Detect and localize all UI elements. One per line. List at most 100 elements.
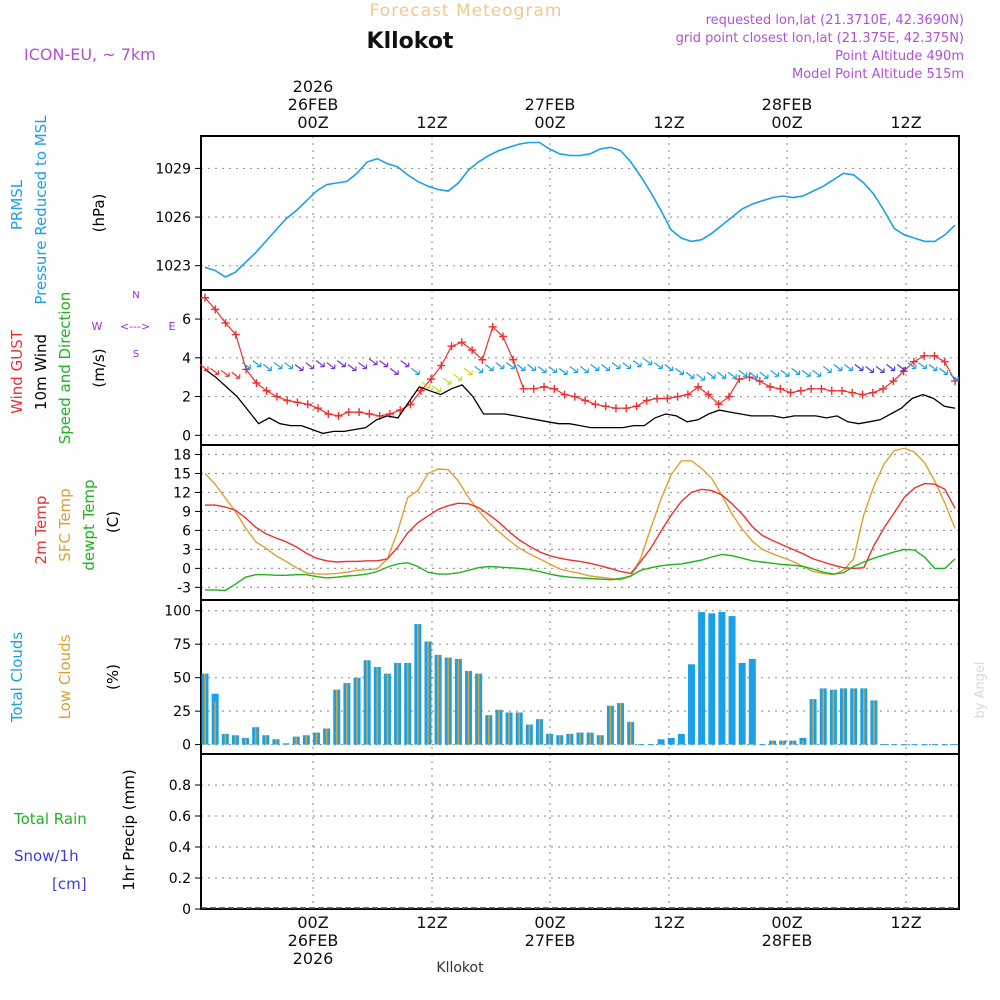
- wind-direction-arrow: [907, 362, 917, 370]
- gust-point: [837, 386, 846, 395]
- compass-s: S: [133, 349, 139, 360]
- low-cloud-bar: [305, 735, 308, 745]
- pressure-label: Pressure Reduced to MSL: [32, 115, 50, 305]
- low-cloud-bar: [518, 712, 520, 745]
- wind-ytick-label: 2: [182, 390, 191, 406]
- wind-line: [204, 368, 956, 435]
- wind-direction-arrow: [632, 360, 642, 368]
- temperature-ytick-label: 12: [173, 485, 191, 501]
- gust-point: [601, 402, 610, 411]
- temperature-ytick-label: -3: [177, 580, 191, 596]
- gust-point: [324, 410, 333, 418]
- gust-point: [827, 386, 836, 395]
- wind-direction-arrow: [949, 373, 959, 381]
- gust-point: [303, 400, 312, 409]
- low-cloud-bar: [862, 688, 865, 745]
- wind-direction-arrow: [886, 364, 896, 372]
- gust-point: [293, 398, 302, 407]
- temperature-ytick-label: 18: [173, 447, 191, 463]
- low-cloud-bar: [275, 739, 277, 745]
- temp2m-line: [205, 482, 956, 575]
- gust-point: [519, 384, 528, 393]
- precip-ytick-label: 0.2: [169, 871, 191, 887]
- precip-ytick-label: 0: [182, 902, 191, 918]
- gust-point: [570, 392, 579, 401]
- bottom-hour-label: 00Z: [534, 913, 565, 932]
- total-cloud-bar: [667, 737, 675, 745]
- wind-label: 10m Wind: [32, 334, 50, 410]
- wind-direction-arrow: [822, 365, 832, 374]
- wind-direction-arrow: [368, 358, 378, 366]
- wind-direction-arrow: [495, 362, 505, 370]
- top-hour-label: 00Z: [534, 113, 565, 132]
- total-cloud-bar: [728, 616, 736, 745]
- wind-direction-arrow: [685, 371, 695, 379]
- total-cloud-bar: [698, 612, 706, 745]
- gust-point: [714, 400, 723, 409]
- gust-point: [796, 386, 805, 395]
- wind-direction-arrow: [453, 373, 463, 381]
- low-cloud-bar: [457, 658, 460, 745]
- pressure-frame: [200, 135, 960, 291]
- temperature-ytick-label: 15: [173, 466, 191, 482]
- low-cloud-bar: [508, 712, 510, 745]
- total-cloud-bar: [748, 658, 756, 745]
- wind-direction-arrow: [463, 367, 473, 375]
- low-cloud-bar: [569, 733, 571, 745]
- wind-direction-arrow: [844, 364, 853, 372]
- gust-point: [498, 332, 507, 341]
- bottom-hour-label: 00Z: [771, 913, 802, 932]
- wind-direction-arrow: [601, 364, 611, 372]
- gust-point: [868, 388, 877, 397]
- wind-direction-arrow: [220, 369, 230, 377]
- low-cloud-bar: [214, 701, 216, 745]
- total-cloud-label: Total Clouds: [8, 632, 26, 724]
- prmsl-label: PRMSL: [8, 179, 26, 230]
- gust-point: [550, 384, 559, 393]
- wind-direction-arrow: [210, 367, 220, 375]
- wind-direction-arrow: [854, 364, 864, 372]
- product-title: Forecast Meteogram: [370, 1, 563, 21]
- low-cloud-bar: [234, 735, 237, 745]
- bottom-hour-label: 00Z: [297, 913, 328, 932]
- gust-point: [611, 404, 620, 413]
- wind-direction-arrow: [421, 381, 431, 389]
- gust-point: [529, 384, 538, 393]
- gust-point: [704, 390, 713, 399]
- gust-point: [262, 386, 271, 395]
- bottom-hour-label: 12Z: [416, 913, 447, 932]
- closest-coords: grid point closest lon,lat (21.375E, 42.…: [676, 31, 964, 46]
- low-cloud-bar: [609, 705, 612, 745]
- gust-point: [242, 365, 251, 374]
- gust-label: Wind GUST: [8, 329, 26, 414]
- wind-ytick-label: 4: [182, 351, 191, 367]
- clouds-ytick-label: 25: [173, 704, 191, 720]
- gust-point: [365, 410, 374, 418]
- pressure-unit: (hPa): [90, 194, 108, 233]
- wind-direction-arrow: [865, 365, 875, 374]
- low-cloud-bar: [437, 654, 439, 745]
- model-label: ICON-EU, ~ 7km: [24, 45, 156, 64]
- low-cloud-bar: [467, 670, 470, 745]
- compass-n: N: [132, 290, 139, 301]
- wind-direction-arrow: [717, 371, 727, 379]
- top-date-label: 27FEB: [525, 95, 576, 114]
- low-cloud-bar: [204, 673, 206, 745]
- wind-direction-arrow: [231, 371, 241, 379]
- wind-direction-arrow: [263, 364, 272, 372]
- wind-direction-arrow: [432, 385, 441, 393]
- temperature-ytick-label: 6: [182, 523, 191, 539]
- gust-point: [252, 379, 261, 387]
- footer-place: Kllokot: [436, 960, 484, 976]
- temperature-ytick-label: 9: [182, 504, 191, 520]
- low-cloud-bar: [599, 735, 602, 745]
- temperature-ytick-label: 0: [182, 561, 191, 577]
- wind-direction-arrow: [939, 367, 949, 375]
- gust-line: [204, 297, 956, 417]
- low-cloud-bar: [629, 721, 632, 745]
- low-cloud-bar: [244, 737, 247, 745]
- wind-direction-arrow: [347, 364, 357, 372]
- gust-point: [673, 392, 682, 401]
